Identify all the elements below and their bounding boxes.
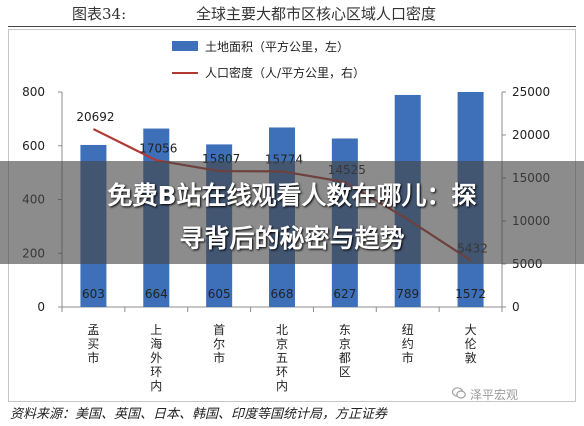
- watermark-text: 泽平宏观: [470, 388, 519, 402]
- x-axis-tick-label: 首尔市: [213, 323, 225, 365]
- line-data-label: 20692: [76, 110, 114, 124]
- overlay-banner: [0, 161, 584, 264]
- x-axis-tick-label: 北京五环内: [276, 323, 288, 393]
- bar-data-label: 603: [82, 287, 105, 301]
- left-axis-tick-label: 600: [22, 139, 45, 153]
- banner-text-line-1: 免费B站在线观看人数在哪儿：探: [107, 181, 477, 210]
- figure-label: 图表34:: [72, 5, 127, 23]
- x-axis-tick-label: 上海外环内: [150, 323, 162, 393]
- wechat-icon: [452, 387, 466, 399]
- x-axis-tick-label: 孟买市: [87, 323, 99, 365]
- bar-data-label: 789: [396, 287, 419, 301]
- line-data-label: 17056: [139, 141, 177, 155]
- left-axis-tick-label: 0: [37, 300, 45, 314]
- banner-text-line-2: 寻背后的秘密与趋势: [179, 224, 405, 253]
- legend-bar-label: 土地面积（平方公里，左）: [205, 39, 349, 54]
- x-axis-tick-label: 大伦敦: [465, 323, 477, 365]
- bar-data-label: 668: [271, 287, 294, 301]
- left-axis-tick-label: 800: [22, 85, 45, 99]
- legend-line-label: 人口密度（人/平方公里，右）: [205, 65, 365, 80]
- bar-data-label: 1572: [455, 287, 486, 301]
- header-rule: [8, 26, 576, 27]
- source-note: 资料来源：美国、英国、日本、韩国、印度等国统计局，方正证券: [10, 407, 388, 422]
- x-axis-tick-label: 东京都区: [339, 323, 351, 379]
- chart-title: 全球主要大都市区核心区域人口密度: [196, 5, 437, 23]
- chart-header: 图表34: 全球主要大都市区核心区域人口密度: [0, 0, 584, 26]
- legend-bar-swatch: [172, 41, 198, 51]
- x-axis-tick-label: 纽约市: [402, 323, 414, 365]
- right-axis-tick-label: 0: [512, 300, 520, 314]
- right-axis-tick-label: 25000: [512, 85, 550, 99]
- right-axis-tick-label: 20000: [512, 128, 550, 142]
- bar-data-label: 605: [208, 287, 231, 301]
- bar-data-label: 627: [333, 287, 356, 301]
- bar-data-label: 664: [145, 287, 168, 301]
